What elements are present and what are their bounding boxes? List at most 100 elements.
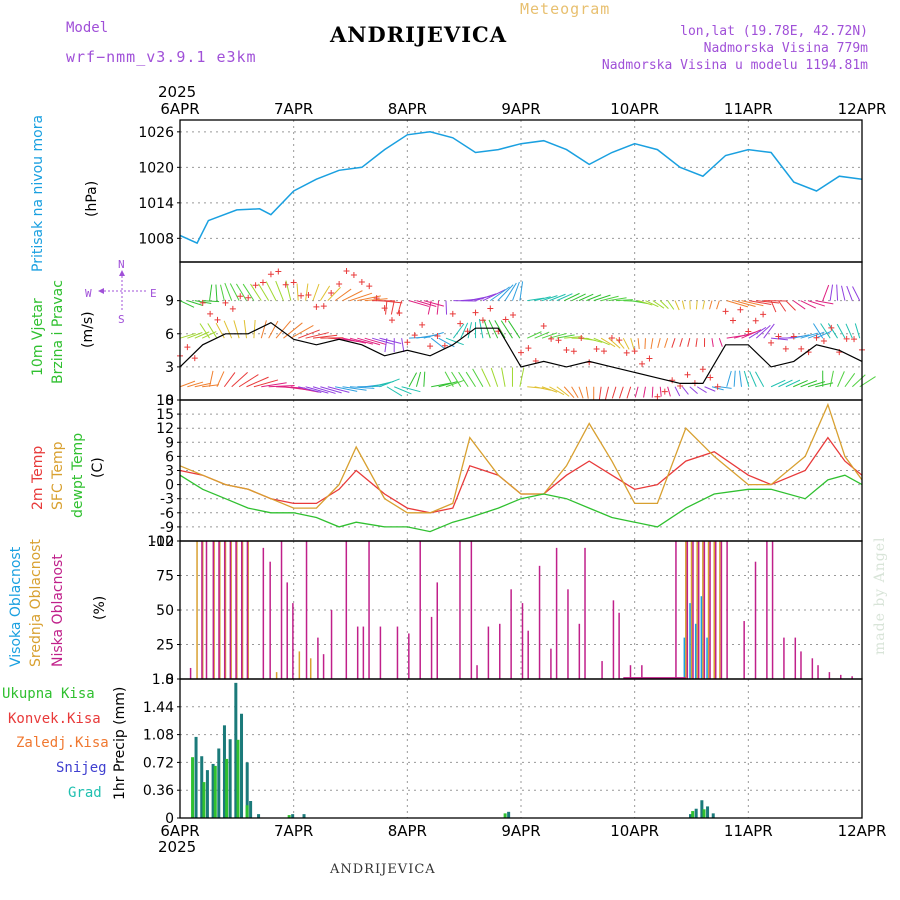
wind-arrow — [792, 300, 806, 310]
wind-arrow — [836, 284, 839, 301]
wind-arrow — [482, 289, 506, 302]
wind-arrow — [444, 371, 454, 387]
gust-marker — [729, 317, 736, 324]
wind-arrow — [827, 323, 838, 339]
wind-arrow — [716, 300, 720, 310]
wind-arrow — [265, 281, 277, 301]
wind-arrow — [785, 300, 796, 311]
wind-arrow — [854, 323, 861, 339]
wind-arrow — [298, 386, 322, 393]
wind-arrow — [556, 386, 570, 397]
gust-marker — [184, 344, 191, 351]
wind-arrow — [305, 386, 329, 394]
x-tick-label-bottom: 9APR — [501, 822, 540, 840]
precip-bar — [291, 814, 295, 818]
legend-total-rain: Ukupna Kisa — [2, 686, 95, 702]
precip-bar — [234, 682, 238, 818]
wind-arrow — [749, 371, 757, 387]
gust-marker — [457, 320, 464, 327]
gust-marker — [320, 303, 327, 310]
wind-arrow — [644, 338, 646, 350]
wind-arrow — [384, 338, 388, 353]
wind-arrow — [202, 300, 220, 303]
wind-arrow — [608, 297, 627, 302]
wind-arrow — [756, 300, 780, 304]
wind-arrow — [852, 286, 861, 301]
wind-arrow — [741, 300, 764, 307]
wind-arrow — [748, 300, 772, 306]
dewpoint-line — [179, 474, 863, 533]
gust-marker — [677, 383, 684, 390]
gust-marker — [737, 306, 744, 313]
wind-arrow — [563, 292, 580, 302]
wind-arrow — [438, 381, 458, 388]
wind-arrow — [488, 319, 499, 339]
wind-arrow — [651, 386, 654, 398]
gust-marker — [578, 334, 585, 341]
precip-bar — [711, 813, 715, 818]
wind-arrow — [242, 283, 255, 301]
gust-marker — [252, 282, 259, 289]
gust-marker — [760, 311, 767, 318]
wind-arrow — [704, 386, 716, 392]
wind-arrow — [349, 337, 374, 345]
x-tick-label-bottom: 11APR — [724, 822, 773, 840]
wind-arrow — [497, 284, 514, 301]
wind-arrow — [451, 371, 462, 388]
legend-hail: Grad — [68, 785, 102, 801]
y-tick-label: 9 — [165, 294, 174, 310]
gust-marker — [191, 355, 198, 362]
wind-arrow — [357, 337, 381, 346]
wind-arrow — [726, 370, 732, 387]
y-tick-label: 50 — [156, 603, 174, 619]
precip-bar — [302, 814, 306, 818]
wind-arrow — [807, 381, 826, 388]
precip-bar-total — [691, 811, 695, 818]
gust-marker — [608, 334, 615, 341]
wind-arrow — [837, 371, 845, 387]
gust-marker — [419, 321, 426, 328]
wind-arrow — [504, 282, 517, 301]
gust-marker — [358, 279, 365, 286]
gust-marker — [639, 360, 646, 367]
gust-marker — [752, 317, 759, 324]
wind-arrow — [268, 384, 295, 388]
precip-bar-total — [191, 757, 195, 818]
wind-arrow — [541, 332, 558, 339]
x-tick-label-top: 8APR — [388, 100, 427, 118]
wind-arrow — [836, 323, 846, 339]
wind-arrow — [224, 282, 233, 301]
wind-arrow — [841, 285, 846, 301]
y-tick-label: 100 — [147, 534, 174, 550]
gust-marker — [502, 316, 509, 323]
wind-arrow — [657, 338, 661, 348]
y-tick-label: 0 — [165, 811, 174, 827]
legend-snow: Snijeg — [56, 760, 107, 776]
wind-arrow — [327, 286, 341, 301]
wind-arrow — [187, 300, 204, 306]
wind-arrow — [364, 337, 387, 345]
wind-arrow — [243, 319, 247, 339]
gust-marker — [305, 292, 312, 299]
gust-marker — [631, 348, 638, 355]
gust-marker — [404, 339, 411, 346]
gust-marker — [525, 345, 532, 352]
wind-arrow — [586, 294, 602, 302]
x-tick-label-bottom: 6APR — [160, 822, 199, 840]
wind-arrow — [755, 325, 771, 339]
wind-arrow — [549, 386, 565, 396]
wind-arrow — [726, 300, 749, 308]
y-tick-label: 15 — [156, 407, 174, 423]
gust-marker — [441, 342, 448, 349]
wind-arrow — [445, 300, 448, 315]
x-tick-label-top: 9APR — [501, 100, 540, 118]
gust-marker — [328, 290, 335, 297]
wind-arrow — [650, 338, 654, 350]
wind-arrow — [231, 371, 248, 388]
wind-arrow — [229, 283, 240, 301]
gust-marker — [851, 336, 858, 343]
wind-arrow — [527, 297, 544, 302]
x-tick-label-top: 11APR — [724, 100, 773, 118]
wind-arrow — [755, 371, 765, 387]
wind-arrow — [659, 300, 669, 309]
